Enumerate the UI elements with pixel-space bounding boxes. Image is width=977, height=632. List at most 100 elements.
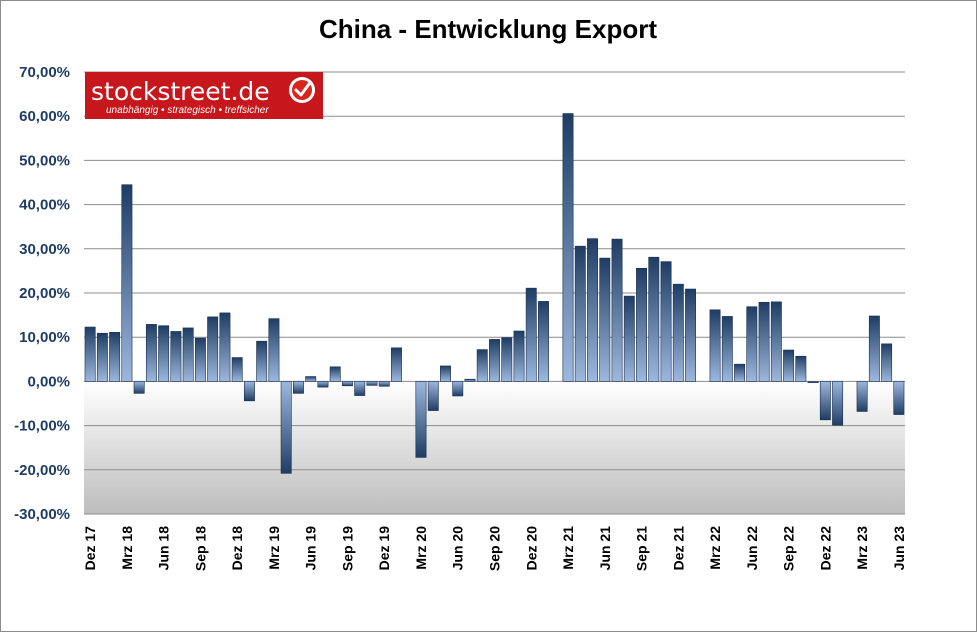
bar-jan-22: [685, 288, 697, 382]
x-tick-label: Dez 17: [82, 526, 98, 571]
bar-jun-19: [305, 376, 317, 382]
bar-apr-18: [133, 381, 145, 394]
bar-jul-18: [170, 331, 182, 382]
negative-region-background: [84, 381, 905, 514]
bar-apr-22: [721, 316, 733, 382]
bar-nov-20: [513, 330, 525, 382]
bar-feb-19: [256, 340, 268, 382]
bar-mrz-21: [562, 113, 574, 382]
y-tick-label: 60,00%: [19, 108, 70, 125]
x-tick-label: Mrz 19: [266, 526, 282, 570]
bar-mai-21: [587, 238, 598, 382]
bar-dez-20: [525, 287, 537, 382]
y-tick-label: -20,00%: [14, 462, 70, 479]
x-tick-label: Dez 21: [670, 526, 686, 571]
bar-aug-19: [329, 366, 341, 382]
x-tick-label: Mrz 21: [560, 526, 576, 570]
x-tick-label: Sep 21: [634, 526, 650, 571]
bar-apr-20: [427, 381, 439, 411]
bar-apr-23: [868, 315, 880, 382]
bar-aug-18: [182, 327, 194, 382]
x-tick-label: Mrz 22: [707, 526, 723, 570]
bar-mrz-19: [268, 318, 280, 382]
stockstreet-logo: stockstreet.de unabhängig • strategisch …: [85, 72, 323, 119]
bar-dez-17: [84, 326, 96, 382]
y-tick-label: 0,00%: [27, 373, 70, 390]
y-tick-label: 20,00%: [19, 285, 70, 302]
x-tick-label: Sep 18: [192, 526, 208, 571]
y-tick-label: 70,00%: [19, 64, 70, 81]
bar-okt-22: [795, 355, 807, 382]
y-tick-label: -10,00%: [14, 418, 70, 435]
bar-okt-21: [648, 256, 660, 382]
bar-jan-21: [538, 301, 549, 382]
bar-dez-21: [672, 283, 684, 382]
bar-nov-21: [660, 261, 672, 382]
bar-dez-18: [231, 357, 243, 382]
x-tick-label: Mrz 20: [413, 526, 429, 570]
bar-apr-21: [574, 245, 586, 382]
chart-title: China - Entwicklung Export: [319, 14, 657, 44]
bar-jul-19: [317, 381, 329, 388]
x-tick-label: Dez 20: [523, 526, 539, 571]
bar-mrz-23: [856, 381, 868, 412]
bar-okt-18: [207, 316, 219, 382]
bar-okt-20: [501, 337, 513, 382]
x-tick-label: Sep 19: [339, 526, 355, 571]
logo-wordmark: stockstreet.de: [91, 77, 270, 106]
bar-sep-21: [636, 267, 647, 382]
x-tick-label: Jun 18: [156, 526, 172, 571]
bar-dez-22: [819, 381, 831, 421]
x-tick-label: Dez 19: [376, 526, 392, 571]
bar-jun-21: [599, 257, 611, 382]
bar-jul-20: [464, 378, 476, 382]
x-tick-label: Sep 20: [487, 526, 503, 571]
checkmark-icon-tick: [294, 82, 311, 97]
x-tick-label: Dez 18: [229, 526, 245, 571]
bar-nov-19: [366, 381, 378, 386]
bar-mrz-20: [415, 381, 427, 458]
bar-jun-20: [452, 381, 464, 397]
bar-jun-23: [893, 381, 905, 415]
y-tick-label: 50,00%: [19, 152, 70, 169]
bar-mrz-22: [709, 309, 721, 382]
bar-sep-19: [342, 381, 353, 387]
x-tick-label: Sep 22: [781, 526, 797, 571]
x-tick-label: Jun 19: [303, 526, 319, 571]
bar-mai-18: [145, 324, 157, 382]
y-tick-label: -30,00%: [14, 506, 70, 523]
logo-tagline: unabhängig • strategisch • treffsicher: [106, 105, 269, 116]
x-tick-label: Jun 20: [450, 526, 466, 571]
x-tick-label: Jun 23: [891, 526, 907, 571]
bar-jun-18: [158, 325, 170, 382]
x-tick-label: Jun 22: [744, 526, 760, 571]
bar-dez-19: [378, 381, 390, 387]
bar-mai-20: [440, 365, 451, 382]
x-tick-label: Dez 22: [817, 526, 833, 571]
bar-sep-20: [489, 339, 500, 382]
bar-mai-22: [734, 363, 746, 382]
bar-sep-22: [783, 349, 795, 382]
bar-mai-19: [292, 381, 304, 394]
bar-jul-22: [758, 301, 770, 382]
bar-jan-19: [243, 381, 255, 402]
bars: [84, 113, 905, 474]
bar-apr-19: [280, 381, 292, 474]
bar-nov-22: [807, 381, 819, 384]
y-tick-label: 40,00%: [19, 197, 70, 214]
bar-jan-23: [832, 381, 844, 426]
logo-background: [85, 72, 323, 119]
bar-aug-20: [476, 349, 488, 382]
bar-sep-18: [194, 337, 206, 382]
bar-feb-18: [109, 332, 121, 382]
x-tick-label: Mrz 23: [854, 526, 870, 570]
bar-jan-18: [96, 332, 108, 382]
bar-nov-18: [219, 312, 231, 382]
bar-jul-21: [611, 238, 623, 382]
bar-okt-19: [354, 381, 366, 396]
bar-mai-23: [881, 343, 893, 382]
bar-aug-21: [623, 295, 635, 382]
bar-aug-22: [770, 301, 782, 382]
y-tick-label: 30,00%: [19, 241, 70, 258]
